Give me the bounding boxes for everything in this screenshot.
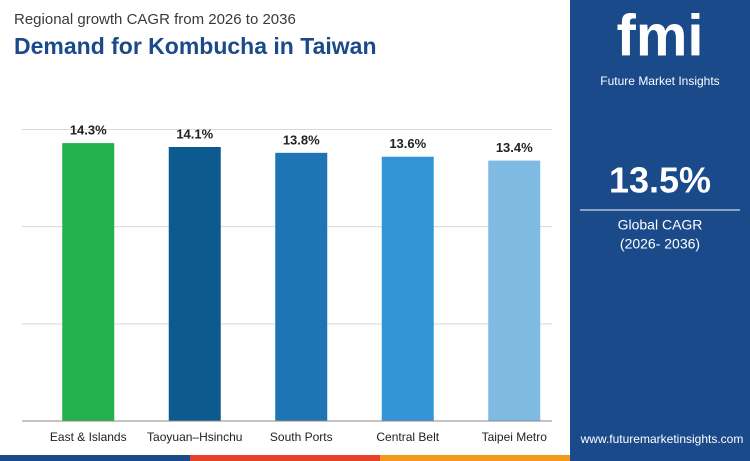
side-panel [570, 0, 750, 455]
footer-strip [380, 455, 570, 461]
footer-strip [570, 455, 750, 461]
brand-logo: fmi [617, 3, 704, 68]
x-tick-label: Central Belt [376, 430, 439, 444]
footer-strip [0, 455, 190, 461]
bar [381, 156, 434, 421]
x-tick-label: Taoyuan–Hsinchu [147, 430, 242, 444]
website: www.futuremarketinsights.com [580, 432, 744, 446]
bar [488, 160, 541, 422]
x-tick-label: South Ports [270, 430, 333, 444]
headline-value: 13.5% [609, 160, 711, 201]
x-tick-label: Taipei Metro [482, 430, 548, 444]
value-label: 13.4% [496, 140, 533, 155]
footer-strip [190, 455, 380, 461]
value-label: 14.1% [176, 126, 213, 141]
value-label: 14.3% [70, 123, 107, 138]
bar [168, 146, 221, 422]
bar [275, 152, 328, 421]
brand-tagline: Future Market Insights [600, 74, 719, 88]
value-label: 13.8% [283, 132, 320, 147]
value-label: 13.6% [389, 136, 426, 151]
chart-subtitle: Regional growth CAGR from 2026 to 2036 [14, 11, 296, 28]
x-tick-label: East & Islands [50, 430, 127, 444]
chart-title: Demand for Kombucha in Taiwan [14, 33, 377, 59]
headline-label: Global CAGR [618, 217, 703, 233]
bar [62, 143, 115, 421]
headline-period: (2026- 2036) [620, 236, 700, 252]
